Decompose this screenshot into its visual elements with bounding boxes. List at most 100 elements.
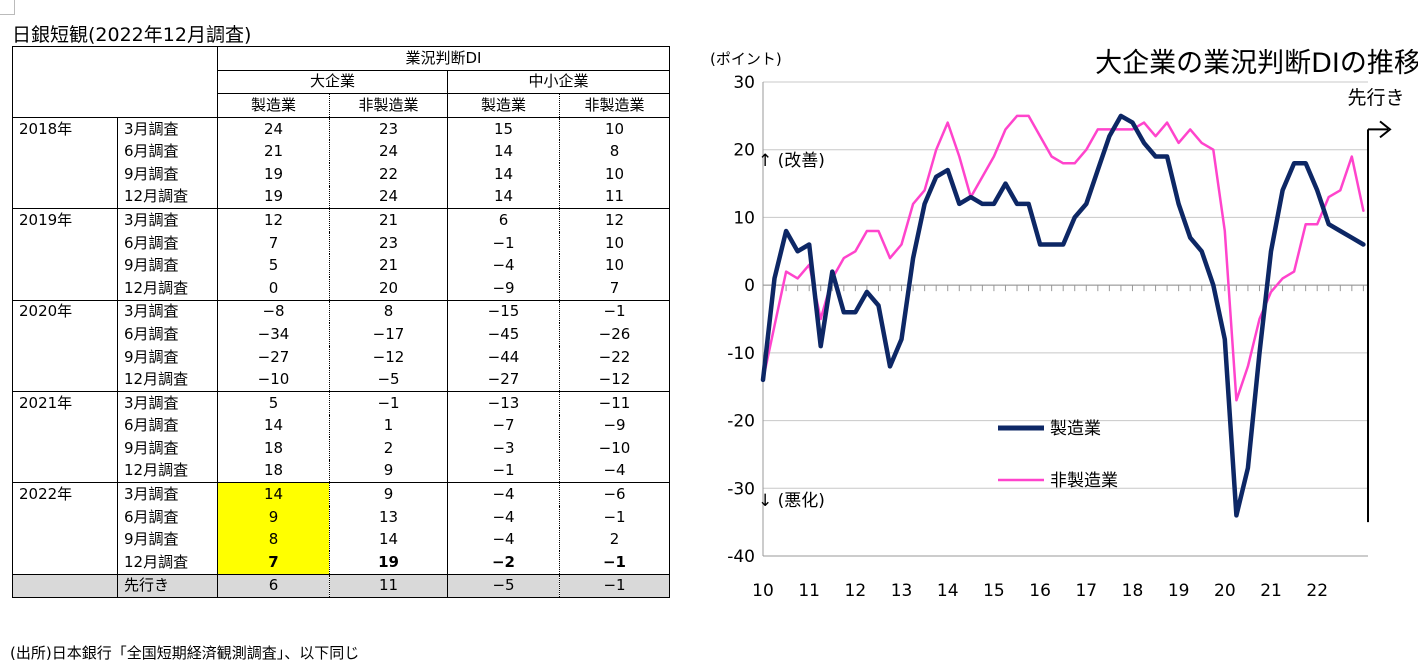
table-row: 12月調査 19 24 14 11	[12, 185, 670, 209]
value-cell: 7	[559, 276, 670, 301]
value-cell: 11	[559, 185, 670, 209]
value-cell: 7	[217, 231, 330, 255]
value-cell: −12	[372, 347, 405, 366]
survey-cell: 12月調査	[117, 368, 218, 392]
value-cell: 10	[559, 116, 670, 141]
value-cell: −9	[447, 276, 560, 301]
value-cell: 14	[378, 530, 399, 549]
series-line-nonmanufacturing	[761, 114, 1365, 402]
value-cell: 8	[559, 140, 670, 163]
value-cell: 24	[378, 187, 399, 206]
table-row: 12月調査 0 20 −9 7	[12, 276, 670, 301]
value-cell: −10	[217, 368, 330, 392]
value-cell: −26	[559, 323, 670, 346]
year-cell: 2022年	[12, 482, 118, 506]
survey-cell: 6月調査	[117, 231, 218, 255]
value-cell: 14	[447, 162, 560, 186]
value-cell: −4	[559, 459, 670, 483]
x-tick-label: 20	[1214, 581, 1236, 601]
survey-cell: 3月調査	[117, 390, 218, 415]
value-cell: 14	[217, 482, 330, 506]
value-cell: 21	[378, 256, 399, 275]
year-cell: 2020年	[12, 299, 118, 324]
value-cell: 8	[217, 528, 330, 552]
value-cell: −4	[447, 482, 560, 506]
survey-cell: 6月調査	[117, 414, 218, 438]
value-cell: 9	[383, 461, 394, 480]
year-cell	[12, 162, 118, 186]
value-cell: 8	[329, 299, 448, 324]
value-cell: 14	[447, 185, 560, 209]
value-cell: 10	[559, 254, 670, 277]
value-cell: 2	[559, 528, 670, 552]
table-row: 9月調査 19 22 14 10	[12, 162, 670, 186]
value-cell: 10	[559, 162, 670, 186]
forecast-value-cell: −5	[447, 573, 560, 599]
value-cell: 1	[383, 416, 394, 435]
survey-cell: 12月調査	[117, 276, 218, 301]
header-manufacturing: 製造業	[217, 93, 330, 118]
value-cell: −44	[447, 345, 560, 369]
survey-cell: 9月調査	[117, 345, 218, 369]
value-cell: 18	[217, 437, 330, 460]
value-cell: −1	[559, 505, 670, 529]
table-row: 9月調査 18 2 −3 −10	[12, 437, 670, 460]
value-cell: −8	[217, 299, 330, 324]
survey-cell: 12月調査	[117, 459, 218, 483]
value-cell: 19	[378, 552, 399, 571]
value-cell: −45	[447, 323, 560, 346]
value-cell: 5	[217, 390, 330, 415]
x-tick-label: 11	[798, 581, 820, 601]
table-row: 2018年 3月調査 24 23 15 10	[12, 116, 670, 141]
value-cell: 21	[329, 208, 448, 232]
forecast-value-cell: 11	[329, 573, 448, 599]
series-line-manufacturing	[760, 113, 1366, 518]
table-row: 9月調査 −27 −12 −44 −22	[12, 345, 670, 369]
year-cell	[12, 459, 118, 483]
y-tick-label: 30	[733, 73, 755, 93]
legend-manufacturing-label: 製造業	[1050, 419, 1101, 439]
value-cell: −4	[447, 254, 560, 277]
sheet-corner	[0, 0, 15, 15]
value-cell: 24	[378, 142, 399, 161]
legend-nonmanufacturing-label: 非製造業	[1050, 471, 1118, 491]
value-cell: 6	[447, 208, 560, 232]
header-row: 業況判断DI	[12, 46, 670, 118]
value-cell: −11	[559, 390, 670, 415]
header-manufacturing: 製造業	[447, 93, 560, 118]
y-tick-label: 20	[733, 141, 755, 161]
annotation-worsen: ↓ (悪化)	[758, 491, 825, 511]
table-row: 2020年 3月調査 −8 8 −15 −1	[12, 299, 670, 324]
annotation-forecast: 先行き	[1347, 87, 1404, 109]
x-tick-label: 14	[937, 581, 959, 601]
table-row: 6月調査 14 1 −7 −9	[12, 414, 670, 438]
x-tick-label: 15	[983, 581, 1005, 601]
year-cell	[12, 323, 118, 346]
survey-cell: 6月調査	[117, 323, 218, 346]
y-tick-label: 10	[733, 208, 755, 228]
table-row: 6月調査 7 23 −1 10	[12, 231, 670, 255]
x-tick-label: 18	[1122, 581, 1144, 601]
header-row: 製造業 非製造業 製造業 非製造業	[13, 93, 670, 118]
survey-cell: 3月調査	[117, 482, 218, 506]
year-cell	[12, 231, 118, 255]
year-cell	[12, 276, 118, 301]
year-cell	[12, 140, 118, 163]
value-cell: 18	[217, 459, 330, 483]
table-row: 2019年 3月調査 12 21 6 12	[12, 208, 670, 232]
chart-gridlines	[763, 81, 1368, 489]
table-row: 9月調査 5 21 −4 10	[12, 254, 670, 277]
x-tick-label: 12	[845, 581, 867, 601]
x-tick-label: 16	[1029, 581, 1051, 601]
chart-title: 大企業の業況判断DIの推移	[1095, 48, 1418, 79]
annotation-improve: ↑ (改善)	[758, 151, 825, 171]
x-tick-label: 13	[891, 581, 913, 601]
year-cell	[12, 345, 118, 369]
chart-axes: -40 -30 -20 -10 0 10 20 30 10 11 12 13 14 15 16 17 18 19 2…	[727, 73, 1392, 601]
year-cell	[12, 185, 118, 209]
table-row: 12月調査 −10 −5 −27 −12	[12, 368, 670, 392]
value-cell: 23	[378, 233, 399, 252]
x-tick-label: 22	[1306, 581, 1328, 601]
x-tick-label: 19	[1168, 581, 1190, 601]
survey-cell: 12月調査	[117, 551, 218, 575]
